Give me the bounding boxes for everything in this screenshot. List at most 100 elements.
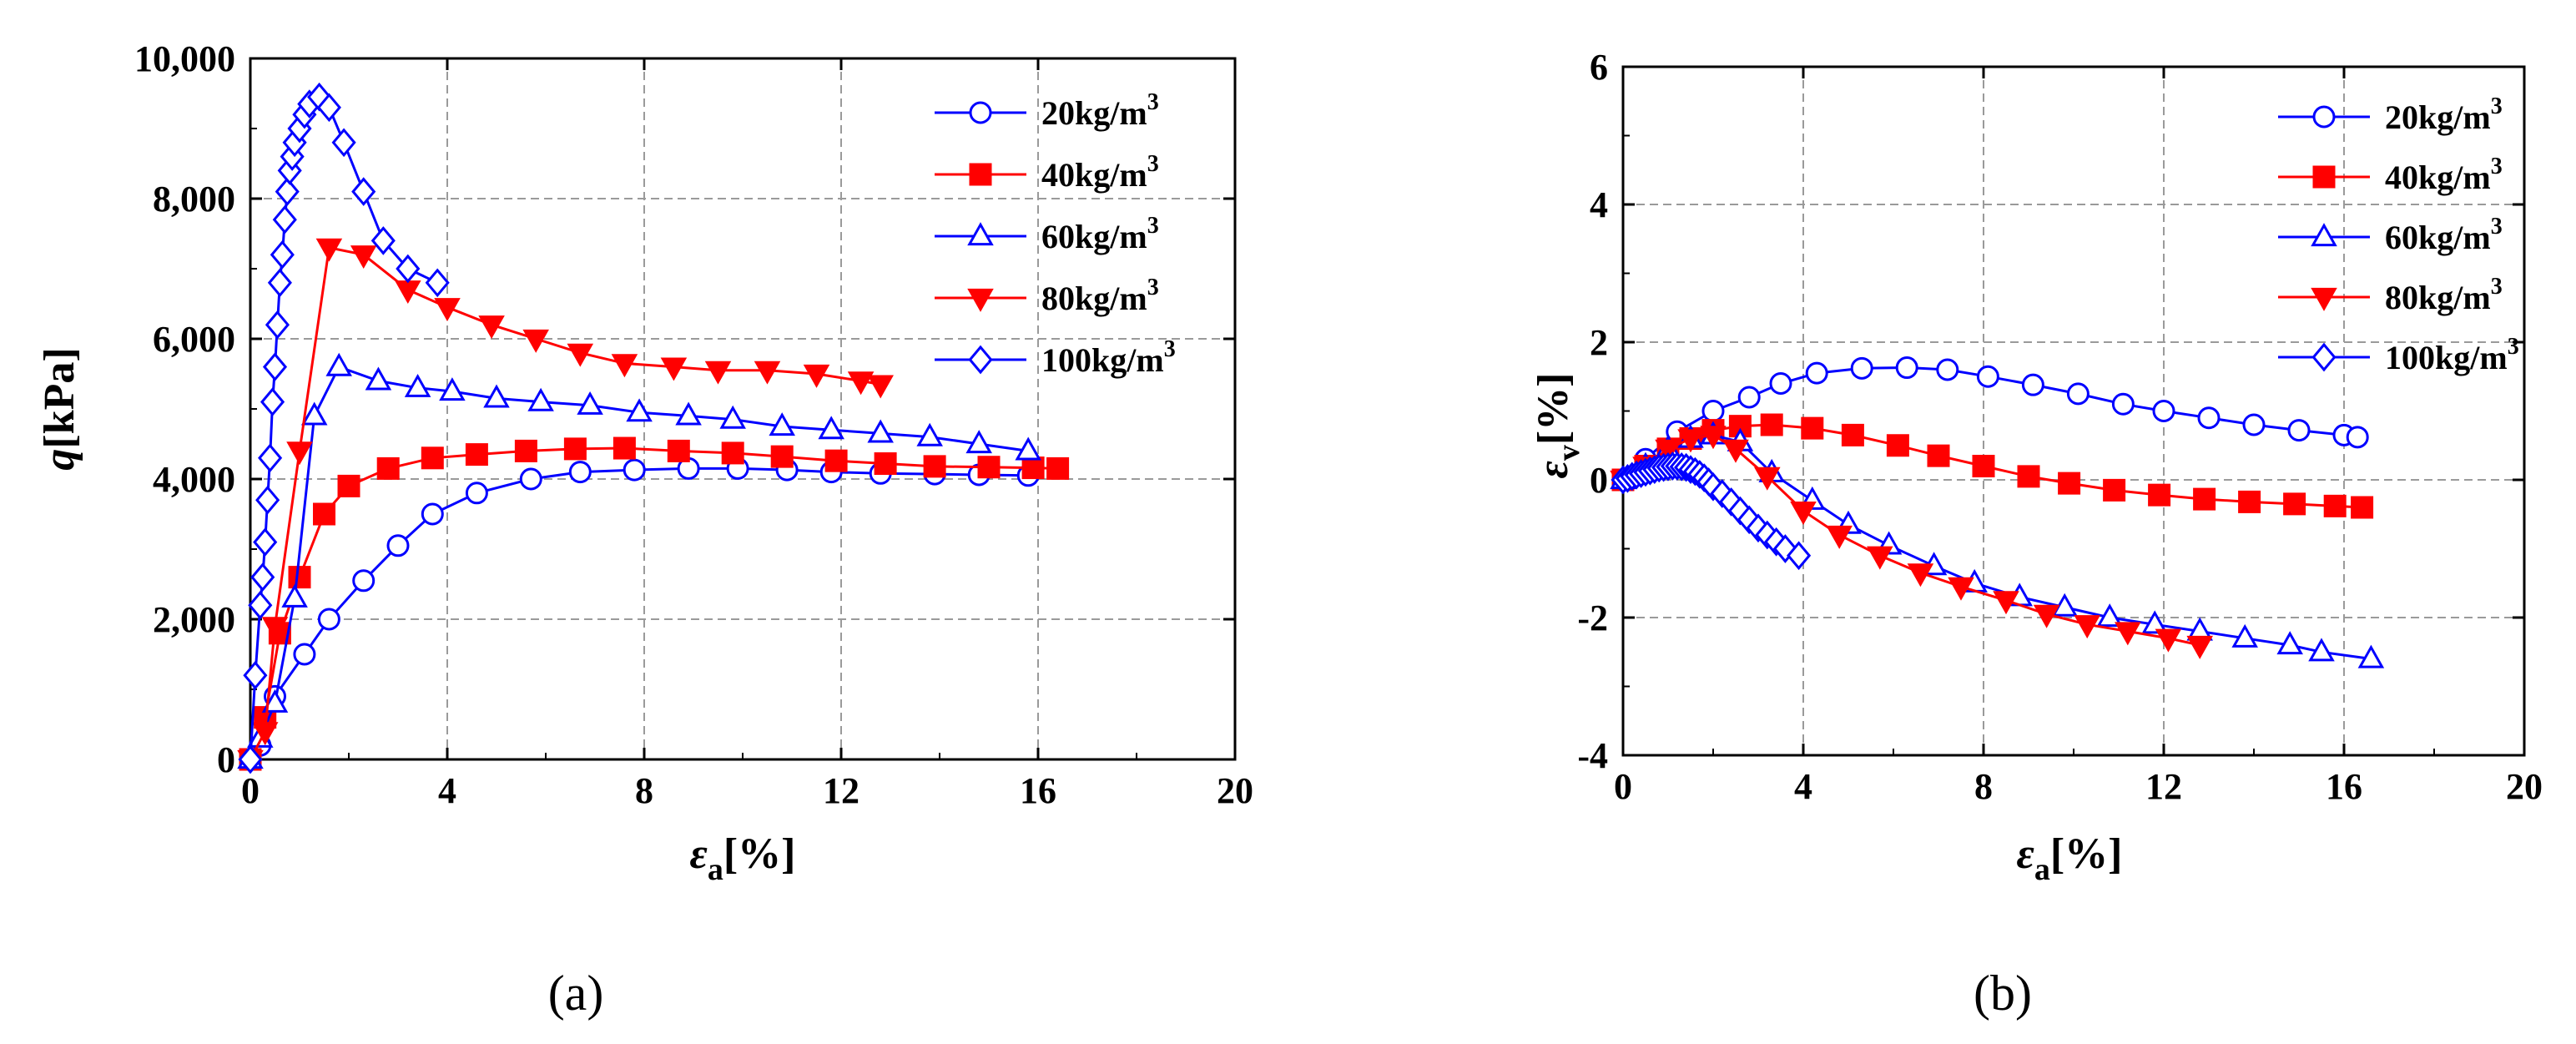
data-point-a-2-19 xyxy=(965,430,992,454)
data-point-a-2-9 xyxy=(483,384,510,408)
x-tick-label-a-0: 0 xyxy=(241,770,260,811)
data-point-b-0-8 xyxy=(1895,356,1918,380)
data-point-b-0-14 xyxy=(2152,400,2175,422)
x-tick-label-b-5: 20 xyxy=(2506,766,2543,807)
data-point-a-2-20 xyxy=(1015,436,1041,461)
data-point-a-1-15 xyxy=(824,449,848,472)
y-tick-label-b-4: 4 xyxy=(1590,184,1608,225)
data-point-b-1-19 xyxy=(2323,494,2347,517)
legend-label-sup-b-0: 3 xyxy=(2491,93,2503,119)
series-group-b xyxy=(1610,356,2385,668)
data-point-b-0-10 xyxy=(1976,365,1999,388)
data-point-b-0-15 xyxy=(2197,406,2221,430)
y-axis-label-b: εv[%] xyxy=(1530,373,1586,479)
y-tick-label-b-5: 6 xyxy=(1590,47,1608,88)
data-point-b-2-17 xyxy=(2231,623,2258,648)
data-point-a-1-19 xyxy=(1021,456,1045,480)
series-b-3 xyxy=(1610,426,2213,659)
data-point-b-3-14 xyxy=(2074,615,2100,639)
legend-label-sup-a-0: 3 xyxy=(1147,89,1159,115)
data-point-a-2-18 xyxy=(916,422,943,446)
data-point-b-1-17 xyxy=(2238,490,2261,513)
data-point-a-4-21 xyxy=(316,93,341,123)
data-point-a-3-3 xyxy=(286,441,313,466)
axis-ticks-a: 0 4 8 12 16 20 0 2,000 4,000 6,000 8,000 10,000 xyxy=(134,38,1253,811)
legend-label-sup-a-1: 3 xyxy=(1147,151,1159,177)
legend-label-text-a-2: 60kg/m xyxy=(1041,218,1147,255)
y-axis-label-b-sub: v xyxy=(1551,445,1586,461)
data-point-b-0-16 xyxy=(2242,413,2266,436)
data-point-a-3-14 xyxy=(754,361,781,385)
x-tick-label-a-2: 8 xyxy=(635,770,653,811)
data-point-b-0-5 xyxy=(1769,372,1792,395)
data-point-b-0-12 xyxy=(2066,382,2090,406)
data-point-a-4-8 xyxy=(262,352,288,381)
data-point-b-3-11 xyxy=(1948,577,1974,601)
data-point-a-4-7 xyxy=(260,387,285,416)
y-tick-label-b-1: -2 xyxy=(1577,598,1608,638)
x-tick-label-a-3: 12 xyxy=(823,770,860,811)
data-point-b-3-16 xyxy=(2155,628,2182,653)
data-point-b-0-9 xyxy=(1936,358,1959,381)
data-point-b-1-20 xyxy=(2351,496,2374,519)
y-tick-label-a-4: 8,000 xyxy=(153,179,235,219)
data-point-a-2-8 xyxy=(439,377,466,401)
y-axis-label-b-var: ε xyxy=(1530,461,1577,478)
data-point-a-0-3 xyxy=(293,643,316,666)
legend-label-text-b-4: 100kg/m xyxy=(2385,339,2508,376)
legend-label-sup-a-3: 3 xyxy=(1147,275,1159,300)
data-point-a-4-12 xyxy=(272,204,297,235)
series-group-a xyxy=(237,82,1070,774)
data-point-a-3-5 xyxy=(350,245,377,270)
data-point-b-1-8 xyxy=(1841,423,1864,446)
data-point-b-1-9 xyxy=(1886,434,1909,457)
series-a-4 xyxy=(238,82,450,774)
legend-label-sup-b-1: 3 xyxy=(2491,154,2503,179)
data-point-a-4-1 xyxy=(243,660,268,690)
legend-label-sup-a-4: 3 xyxy=(1164,336,1176,362)
x-axis-label-a-unit: [%] xyxy=(723,830,796,878)
data-point-b-3-15 xyxy=(2115,622,2141,646)
data-point-b-3-17 xyxy=(2186,635,2213,659)
legend-marker-b-0 xyxy=(2312,105,2336,129)
data-point-a-0-8 xyxy=(465,482,488,505)
series-b-2 xyxy=(1610,421,2385,668)
data-point-a-1-10 xyxy=(563,437,587,461)
legend-label-text-a-0: 20kg/m xyxy=(1041,94,1147,132)
series-a-1 xyxy=(239,436,1070,771)
data-point-b-0-6 xyxy=(1805,361,1828,385)
data-point-a-4-4 xyxy=(253,527,278,557)
x-axis-label-b-unit: [%] xyxy=(2050,830,2123,878)
y-tick-label-b-3: 2 xyxy=(1590,322,1608,363)
legend-label-a-1: 40kg/m3 xyxy=(1041,151,1159,194)
data-point-a-3-6 xyxy=(395,280,421,305)
data-point-b-3-4 xyxy=(1700,426,1727,450)
legend-label-text-a-1: 40kg/m xyxy=(1041,156,1147,194)
data-point-a-2-14 xyxy=(719,405,746,429)
data-point-b-3-10 xyxy=(1907,563,1934,588)
x-axis-label-b-var: ε xyxy=(2017,830,2034,878)
legend-label-b-1: 40kg/m3 xyxy=(2385,154,2503,196)
series-a-3 xyxy=(237,238,894,774)
data-point-a-2-11 xyxy=(577,391,603,415)
legend-marker-a-1 xyxy=(969,163,992,186)
data-point-a-1-7 xyxy=(421,446,444,470)
y-tick-label-a-5: 10,000 xyxy=(134,38,235,79)
data-point-a-1-3 xyxy=(288,566,311,589)
legend-label-sup-b-3: 3 xyxy=(2491,274,2503,300)
data-point-b-3-5 xyxy=(1722,439,1749,463)
data-point-b-3-8 xyxy=(1826,525,1853,549)
x-tick-label-b-4: 16 xyxy=(2326,766,2362,807)
data-point-a-3-17 xyxy=(867,375,894,399)
data-point-a-3-16 xyxy=(847,371,875,396)
data-point-a-4-10 xyxy=(267,268,292,298)
data-point-a-2-13 xyxy=(675,401,702,426)
data-point-a-1-20 xyxy=(1046,456,1070,480)
data-point-b-0-11 xyxy=(2021,373,2044,396)
x-tick-label-b-0: 0 xyxy=(1614,766,1632,807)
data-point-a-2-16 xyxy=(818,416,844,440)
data-point-a-3-9 xyxy=(522,329,549,353)
legend-label-text-b-3: 80kg/m xyxy=(2385,279,2491,316)
legend-marker-b-2 xyxy=(2311,223,2337,247)
chart-panel-a: 0 4 8 12 16 20 0 2,000 4,000 6,000 8,000 10,000 q[k… xyxy=(36,38,1253,1021)
